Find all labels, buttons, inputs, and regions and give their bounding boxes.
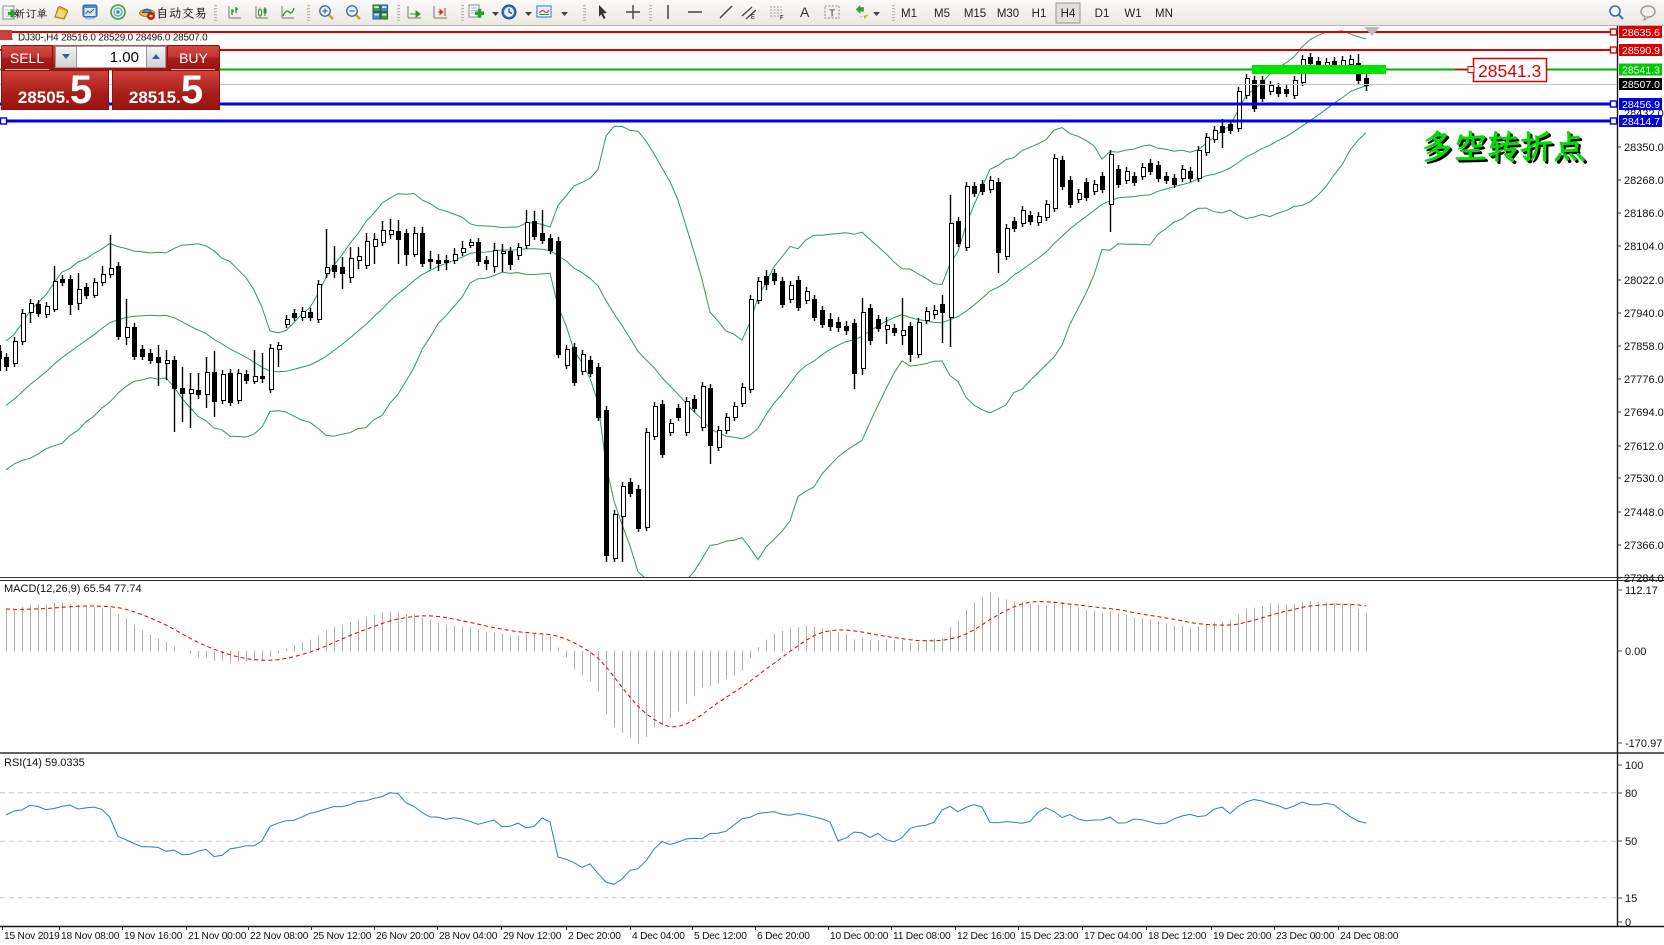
svg-text:H1: H1: [1032, 8, 1047, 20]
svg-text:50: 50: [1625, 836, 1637, 848]
svg-text:28104.0: 28104.0: [1624, 241, 1664, 253]
svg-text:MN: MN: [1155, 8, 1173, 20]
svg-text:27940.0: 27940.0: [1624, 308, 1664, 320]
svg-text:26 Nov 20:00: 26 Nov 20:00: [376, 931, 435, 942]
svg-text:12 Dec 16:00: 12 Dec 16:00: [957, 931, 1016, 942]
svg-text:15 Nov 2019: 15 Nov 2019: [4, 931, 60, 942]
svg-text:0.00: 0.00: [1625, 646, 1646, 658]
svg-text:28186.0: 28186.0: [1624, 208, 1664, 220]
svg-text:M15: M15: [964, 8, 986, 20]
svg-text:18 Nov 08:00: 18 Nov 08:00: [61, 931, 120, 942]
svg-text:H4: H4: [1061, 8, 1076, 20]
svg-text:M1: M1: [901, 8, 917, 20]
svg-text:17 Dec 04:00: 17 Dec 04:00: [1084, 931, 1143, 942]
svg-text:27530.0: 27530.0: [1624, 473, 1664, 485]
svg-text:25 Nov 12:00: 25 Nov 12:00: [313, 931, 372, 942]
svg-text:112.17: 112.17: [1625, 585, 1658, 597]
svg-text:-170.97: -170.97: [1625, 738, 1662, 750]
svg-text:11 Dec 08:00: 11 Dec 08:00: [893, 931, 951, 942]
svg-text:27448.0: 27448.0: [1624, 507, 1664, 519]
svg-text:19 Dec 20:00: 19 Dec 20:00: [1213, 931, 1272, 942]
svg-text:10 Dec 00:00: 10 Dec 00:00: [830, 931, 889, 942]
svg-text:15 Dec 23:00: 15 Dec 23:00: [1020, 931, 1079, 942]
svg-text:19 Nov 16:00: 19 Nov 16:00: [124, 931, 183, 942]
svg-text:28507.0: 28507.0: [1622, 79, 1660, 91]
svg-text:29 Nov 12:00: 29 Nov 12:00: [503, 931, 562, 942]
svg-text:15: 15: [1625, 893, 1637, 905]
svg-text:28541.3: 28541.3: [1478, 61, 1541, 81]
svg-text:27366.0: 27366.0: [1624, 540, 1664, 552]
svg-text:27284.0: 27284.0: [1624, 573, 1664, 585]
svg-text:2 Dec 20:00: 2 Dec 20:00: [568, 931, 621, 942]
svg-text:A: A: [800, 4, 810, 20]
svg-text:100: 100: [1625, 760, 1643, 772]
svg-text:28350.0: 28350.0: [1624, 142, 1664, 154]
svg-text:23 Dec 00:00: 23 Dec 00:00: [1276, 931, 1335, 942]
svg-text:6 Dec 20:00: 6 Dec 20:00: [757, 931, 810, 942]
svg-text:T: T: [829, 9, 835, 20]
svg-text:28268.0: 28268.0: [1624, 175, 1664, 187]
svg-text:RSI(14) 59.0335: RSI(14) 59.0335: [4, 757, 85, 769]
svg-text:F: F: [780, 16, 784, 22]
svg-text:21 Nov 00:00: 21 Nov 00:00: [188, 931, 247, 942]
svg-text:80: 80: [1625, 788, 1637, 800]
svg-text:28541.3: 28541.3: [1622, 65, 1660, 77]
svg-text:28022.0: 28022.0: [1624, 275, 1664, 287]
svg-text:5 Dec 12:00: 5 Dec 12:00: [694, 931, 747, 942]
svg-text:24 Dec 08:00: 24 Dec 08:00: [1340, 931, 1399, 942]
svg-text:0: 0: [1625, 917, 1631, 929]
svg-text:MACD(12,26,9) 65.54 77.74: MACD(12,26,9) 65.54 77.74: [4, 583, 142, 595]
svg-text:28456.9: 28456.9: [1622, 99, 1660, 111]
svg-text:M30: M30: [997, 8, 1019, 20]
svg-text:D1: D1: [1095, 8, 1110, 20]
svg-text:27694.0: 27694.0: [1624, 407, 1664, 419]
svg-text:18 Dec 12:00: 18 Dec 12:00: [1148, 931, 1207, 942]
svg-text:M5: M5: [934, 8, 950, 20]
svg-text:28414.7: 28414.7: [1622, 116, 1660, 128]
svg-text:27776.0: 27776.0: [1624, 374, 1664, 386]
svg-text:E: E: [751, 15, 755, 21]
svg-text:28635.6: 28635.6: [1622, 27, 1660, 39]
svg-text:27612.0: 27612.0: [1624, 441, 1664, 453]
svg-text:DJ30-,H4 28516.0 28529.0 2849: DJ30-,H4 28516.0 28529.0 28496.0 28507.0: [18, 33, 208, 44]
svg-text:W1: W1: [1124, 8, 1141, 20]
svg-text:27858.0: 27858.0: [1624, 341, 1664, 353]
svg-text:28 Nov 04:00: 28 Nov 04:00: [439, 931, 498, 942]
svg-text:22 Nov 08:00: 22 Nov 08:00: [250, 931, 309, 942]
svg-text:28590.9: 28590.9: [1622, 45, 1660, 57]
svg-text:4 Dec 04:00: 4 Dec 04:00: [632, 931, 685, 942]
